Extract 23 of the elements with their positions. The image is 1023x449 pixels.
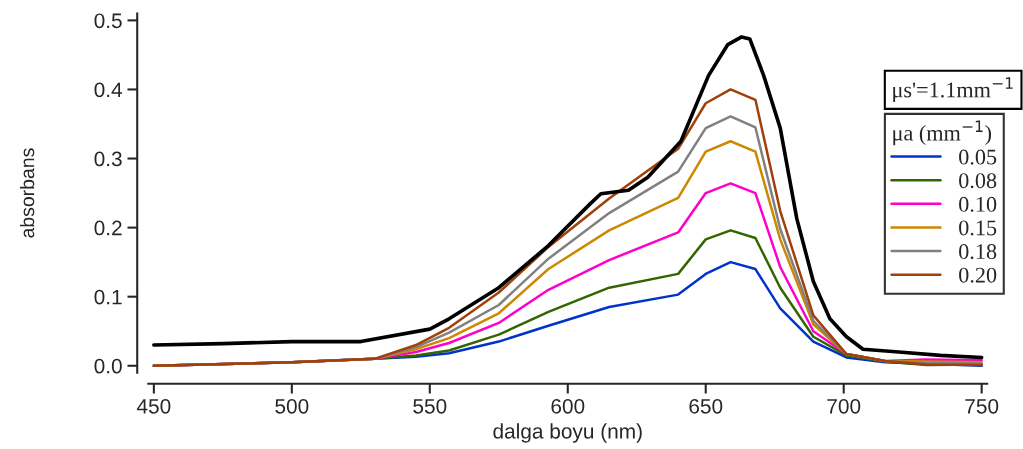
- y-tick-label: 0.0: [94, 358, 122, 374]
- x-tick-label: 650: [689, 398, 723, 414]
- x-tick-label: 600: [551, 398, 585, 414]
- y-tick-label: 0.3: [94, 151, 122, 167]
- x-tick-label: 750: [965, 398, 999, 414]
- y-tick-label: 0.1: [94, 289, 122, 305]
- y-tick-label: 0.2: [94, 220, 122, 236]
- legend-label: 0.10: [959, 196, 997, 212]
- legend-label: 0.20: [959, 267, 997, 283]
- y-tick-label: 0.5: [94, 13, 122, 29]
- legend-title: μa (mm$^{−1}$): [893, 120, 992, 146]
- x-tick-label: 700: [827, 398, 861, 414]
- annotation: μs'=1.1mm$^{−1}$: [893, 77, 1013, 102]
- x-tick-label: 500: [275, 398, 309, 414]
- x-axis-title: dalga boyu (nm): [493, 423, 642, 443]
- x-tick-label: 450: [136, 398, 171, 414]
- legend-label: 0.05: [959, 149, 997, 165]
- legend-label: 0.18: [959, 244, 997, 260]
- y-axis-title: absorbans: [20, 148, 35, 238]
- legend-label: 0.15: [959, 220, 997, 236]
- legend-label: 0.08: [959, 173, 997, 189]
- y-tick-label: 0.4: [94, 82, 123, 98]
- x-tick-label: 550: [413, 398, 447, 414]
